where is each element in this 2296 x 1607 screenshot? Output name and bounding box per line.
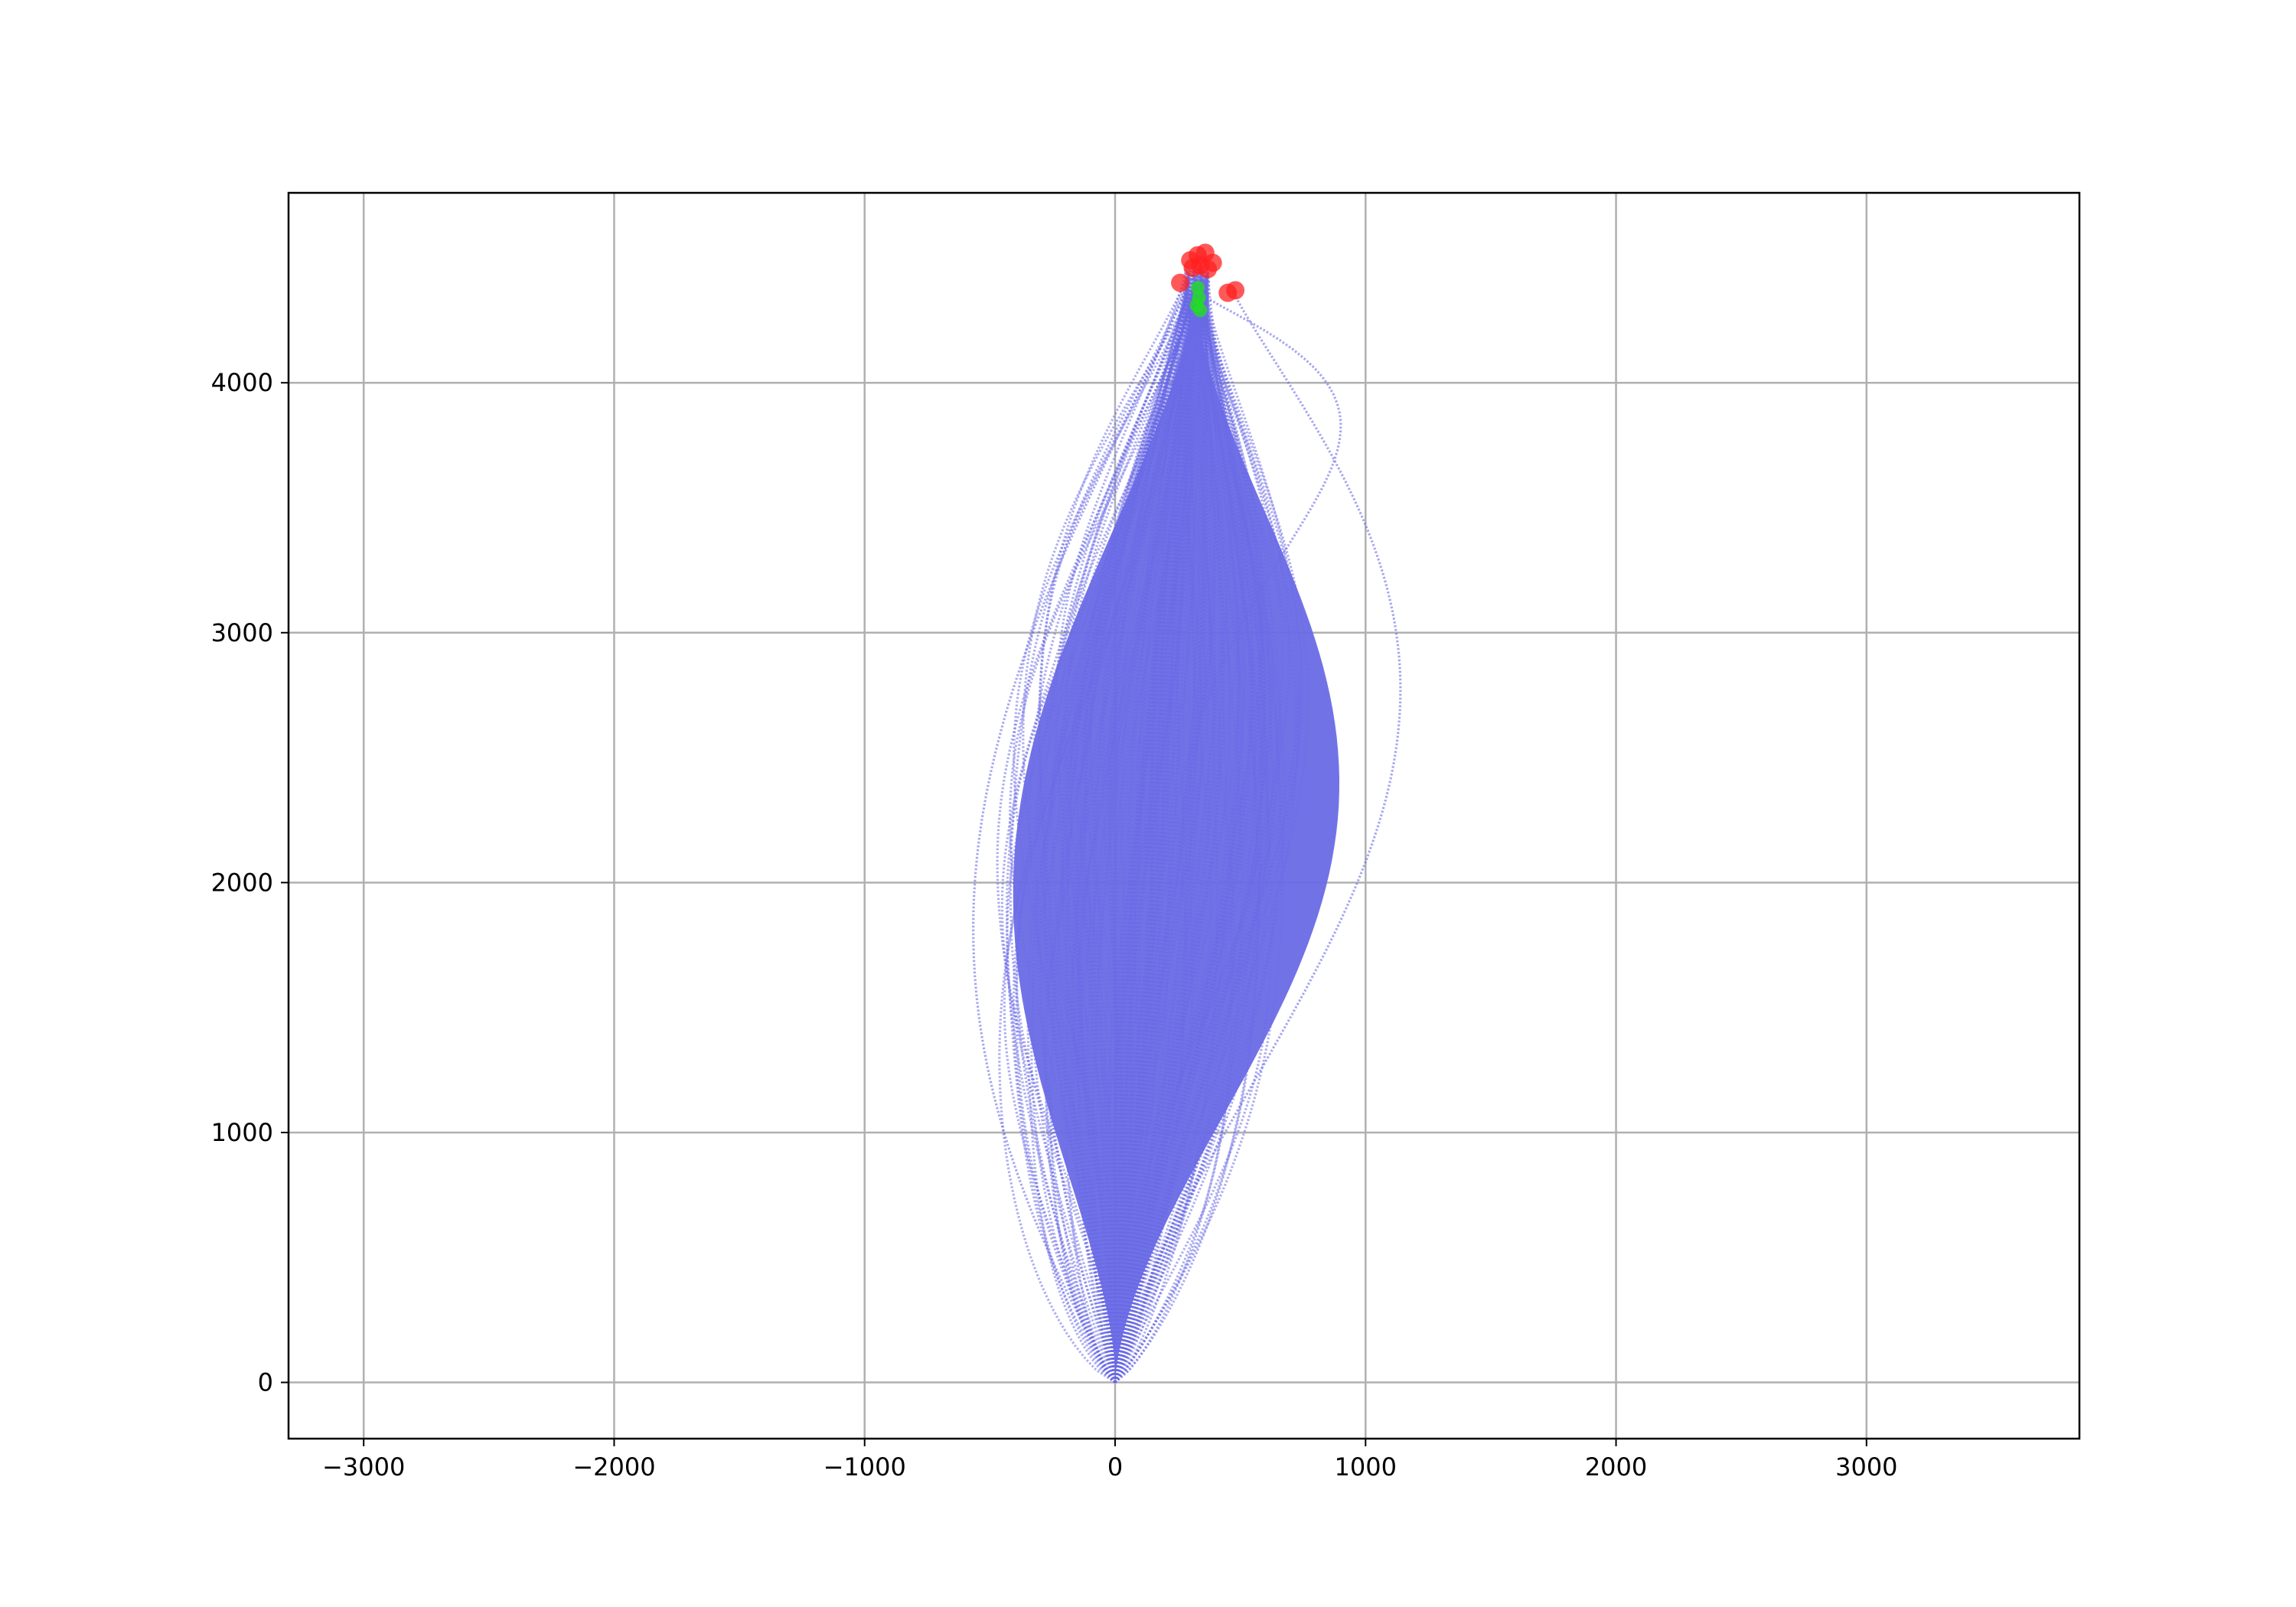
axes [287, 191, 2081, 1440]
x-tick-label: 3000 [1835, 1452, 1897, 1482]
x-tick-label: −1000 [823, 1452, 906, 1482]
x-tick-label: 1000 [1335, 1452, 1397, 1482]
green-endpoint-marker [1191, 281, 1205, 295]
trajectory-path [1038, 292, 1201, 1383]
plot-area [972, 243, 1402, 1384]
green-endpoint-marker [1193, 303, 1208, 318]
y-tick-label: 1000 [211, 1118, 273, 1147]
x-tick-label: 0 [1107, 1452, 1123, 1482]
x-tick-label: 2000 [1585, 1452, 1647, 1482]
trajectory-path [1000, 276, 1196, 1383]
y-tick-label: 4000 [211, 368, 273, 397]
trajectory-path [1039, 275, 1190, 1383]
trajectory-path [1042, 280, 1191, 1383]
y-tick-label: 3000 [211, 618, 273, 647]
red-endpoint-marker [1218, 283, 1238, 302]
red-endpoint-marker [1183, 258, 1202, 277]
axes-frame [287, 191, 2081, 1440]
trajectory-path-outer [1114, 289, 1402, 1383]
red-endpoint-marker [1199, 259, 1218, 279]
red-endpoint-marker [1171, 273, 1190, 292]
trajectory-path-outer [972, 277, 1192, 1384]
y-tick-label: 0 [258, 1368, 273, 1397]
tick-labels: −3000 −2000 −1000 0 1000 2000 3000 0 1000 2000 300… [211, 368, 1898, 1482]
x-tick-label: −3000 [322, 1452, 405, 1482]
x-tick-label: −2000 [572, 1452, 655, 1482]
trajectory-path [1035, 298, 1205, 1383]
y-tick-label: 2000 [211, 868, 273, 897]
trajectory-envelope [1013, 282, 1339, 1383]
